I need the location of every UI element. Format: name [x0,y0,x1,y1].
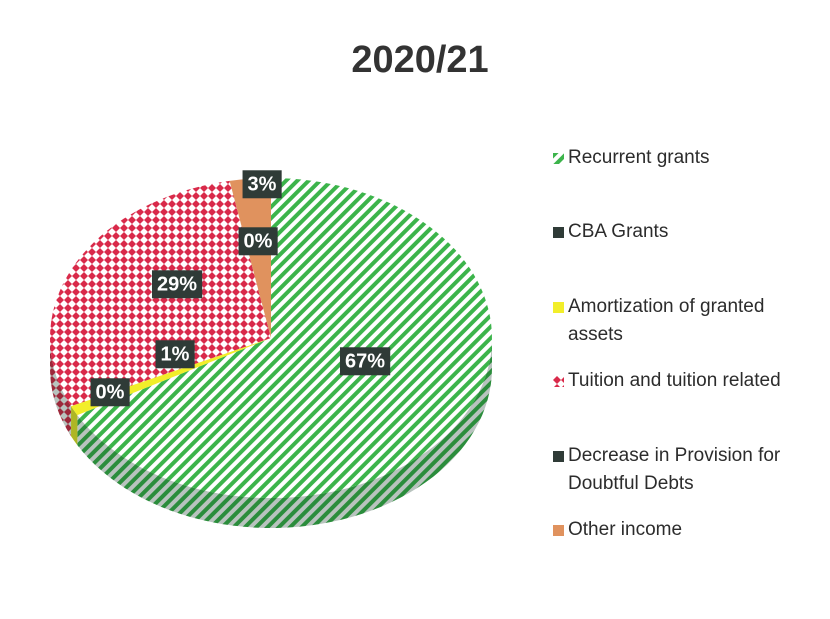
legend-marker [553,153,564,164]
chart-title: 2020/21 [351,39,488,81]
pie-side-shade [77,338,492,528]
legend-label: Decrease in Provision for Doubtful Debts [568,444,781,494]
pie-side-shade [50,338,72,437]
legend-label: CBA Grants [568,221,669,243]
data-label-box [238,227,278,256]
pie-slice [77,178,492,498]
data-label-box [339,347,391,376]
data-label: 0% [244,230,273,252]
legend-marker [553,301,564,313]
legend-marker [553,376,564,388]
legend-entry: Amortization of granted assets [553,293,818,349]
legend-entry: Other income [553,516,818,544]
data-label: 3% [248,173,277,195]
legend-label: Recurrent grants [568,147,710,168]
data-label: 0% [96,381,125,403]
data-label: 1% [161,343,190,365]
legend-entry: Recurrent grants [553,144,818,172]
data-label-box [151,270,203,299]
pie-side [77,338,492,528]
data-label: 29% [157,273,197,295]
legend-marker [553,525,564,536]
legend-label: Other income [568,519,683,540]
data-label-box [242,170,282,199]
pie-side [71,406,78,446]
legend-marker [553,450,564,462]
legend-swatch [553,153,564,164]
pie-slice [229,178,271,338]
data-label-box [155,340,195,369]
pie-side-shade [71,406,78,446]
legend-entry: Decrease in Provision for Doubtful Debts [553,442,818,498]
legend-swatch [553,376,564,388]
legend-swatch [553,227,564,239]
legend-swatch [553,525,564,536]
legend-swatch [553,301,564,313]
legend-label: Tuition and tuition related [568,370,781,392]
legend-entry: Tuition and tuition related [553,367,818,395]
legend-entry: CBA Grants [553,218,818,246]
data-label: 67% [345,350,385,372]
legend-marker [553,227,564,239]
legend-swatch [553,450,564,462]
data-label-box [90,378,130,407]
pie-side [50,338,72,437]
legend-label: Amortization of granted assets [568,295,765,345]
